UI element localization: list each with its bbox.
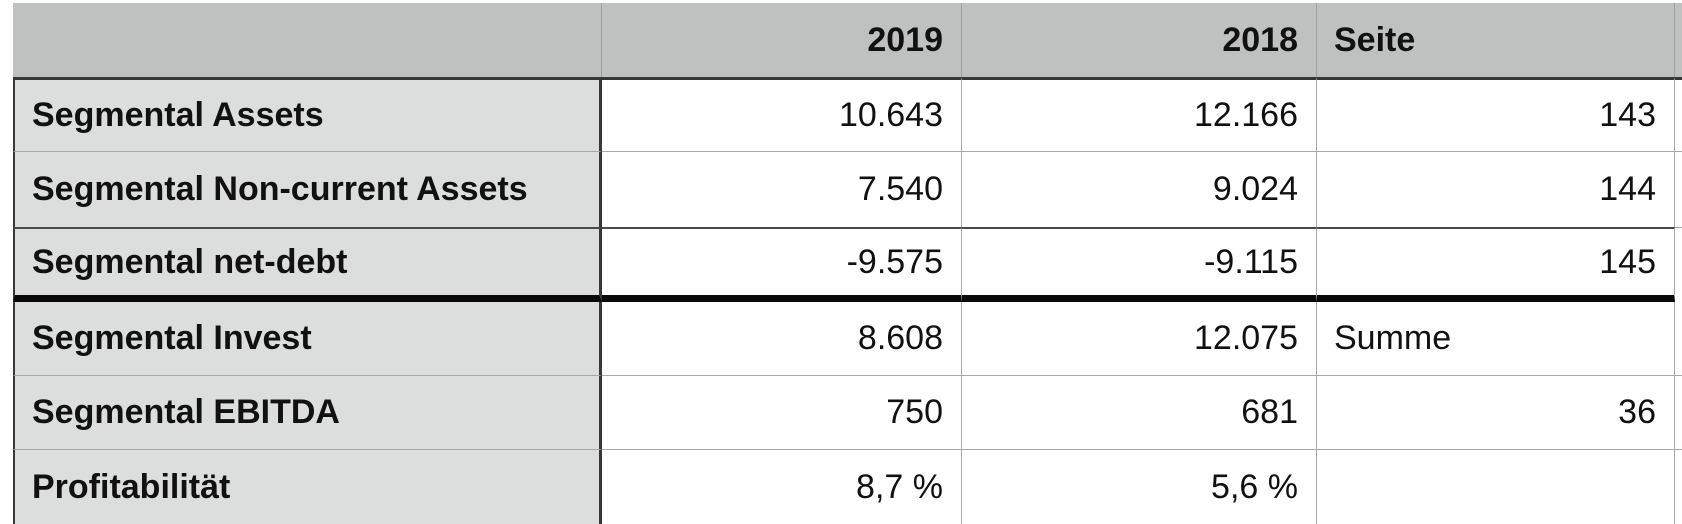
column-header-seite: Seite (1317, 3, 1675, 77)
row-label: Segmental Non-current Assets (13, 151, 602, 227)
column-header-2019: 2019 (602, 3, 962, 77)
row-label: Segmental EBITDA (13, 375, 602, 449)
table-edge-overflow (1675, 77, 1682, 151)
table-edge-overflow-header (1675, 3, 1682, 77)
segment-financials-table: 2019 2018 Seite Segmental Assets 10.643 … (13, 3, 1682, 524)
seite-label-summe: Summe (1317, 302, 1675, 375)
seite-value: 143 (1317, 77, 1675, 151)
value-2018: 681 (962, 375, 1317, 449)
table-edge-overflow (1675, 302, 1682, 375)
row-label: Segmental Invest (13, 302, 602, 375)
value-2018: 12.075 (962, 302, 1317, 375)
value-2019: 8,7 % (602, 449, 962, 524)
value-2018: 12.166 (962, 77, 1317, 151)
seite-value (1317, 449, 1675, 524)
row-label: Segmental net-debt (13, 227, 602, 302)
value-2018: 5,6 % (962, 449, 1317, 524)
seite-value: 36 (1317, 375, 1675, 449)
seite-value: 145 (1317, 227, 1675, 302)
column-header-empty (13, 3, 602, 77)
value-2019: 750 (602, 375, 962, 449)
row-label: Segmental Assets (13, 77, 602, 151)
row-label: Profitabilität (13, 449, 602, 524)
value-2018: -9.115 (962, 227, 1317, 302)
table-edge-overflow (1675, 151, 1682, 227)
value-2019: -9.575 (602, 227, 962, 302)
table-edge-overflow (1675, 227, 1682, 302)
column-header-2018: 2018 (962, 3, 1317, 77)
table-edge-overflow (1675, 449, 1682, 524)
seite-value: 144 (1317, 151, 1675, 227)
value-2019: 8.608 (602, 302, 962, 375)
value-2019: 10.643 (602, 77, 962, 151)
value-2018: 9.024 (962, 151, 1317, 227)
table-edge-overflow (1675, 375, 1682, 449)
value-2019: 7.540 (602, 151, 962, 227)
